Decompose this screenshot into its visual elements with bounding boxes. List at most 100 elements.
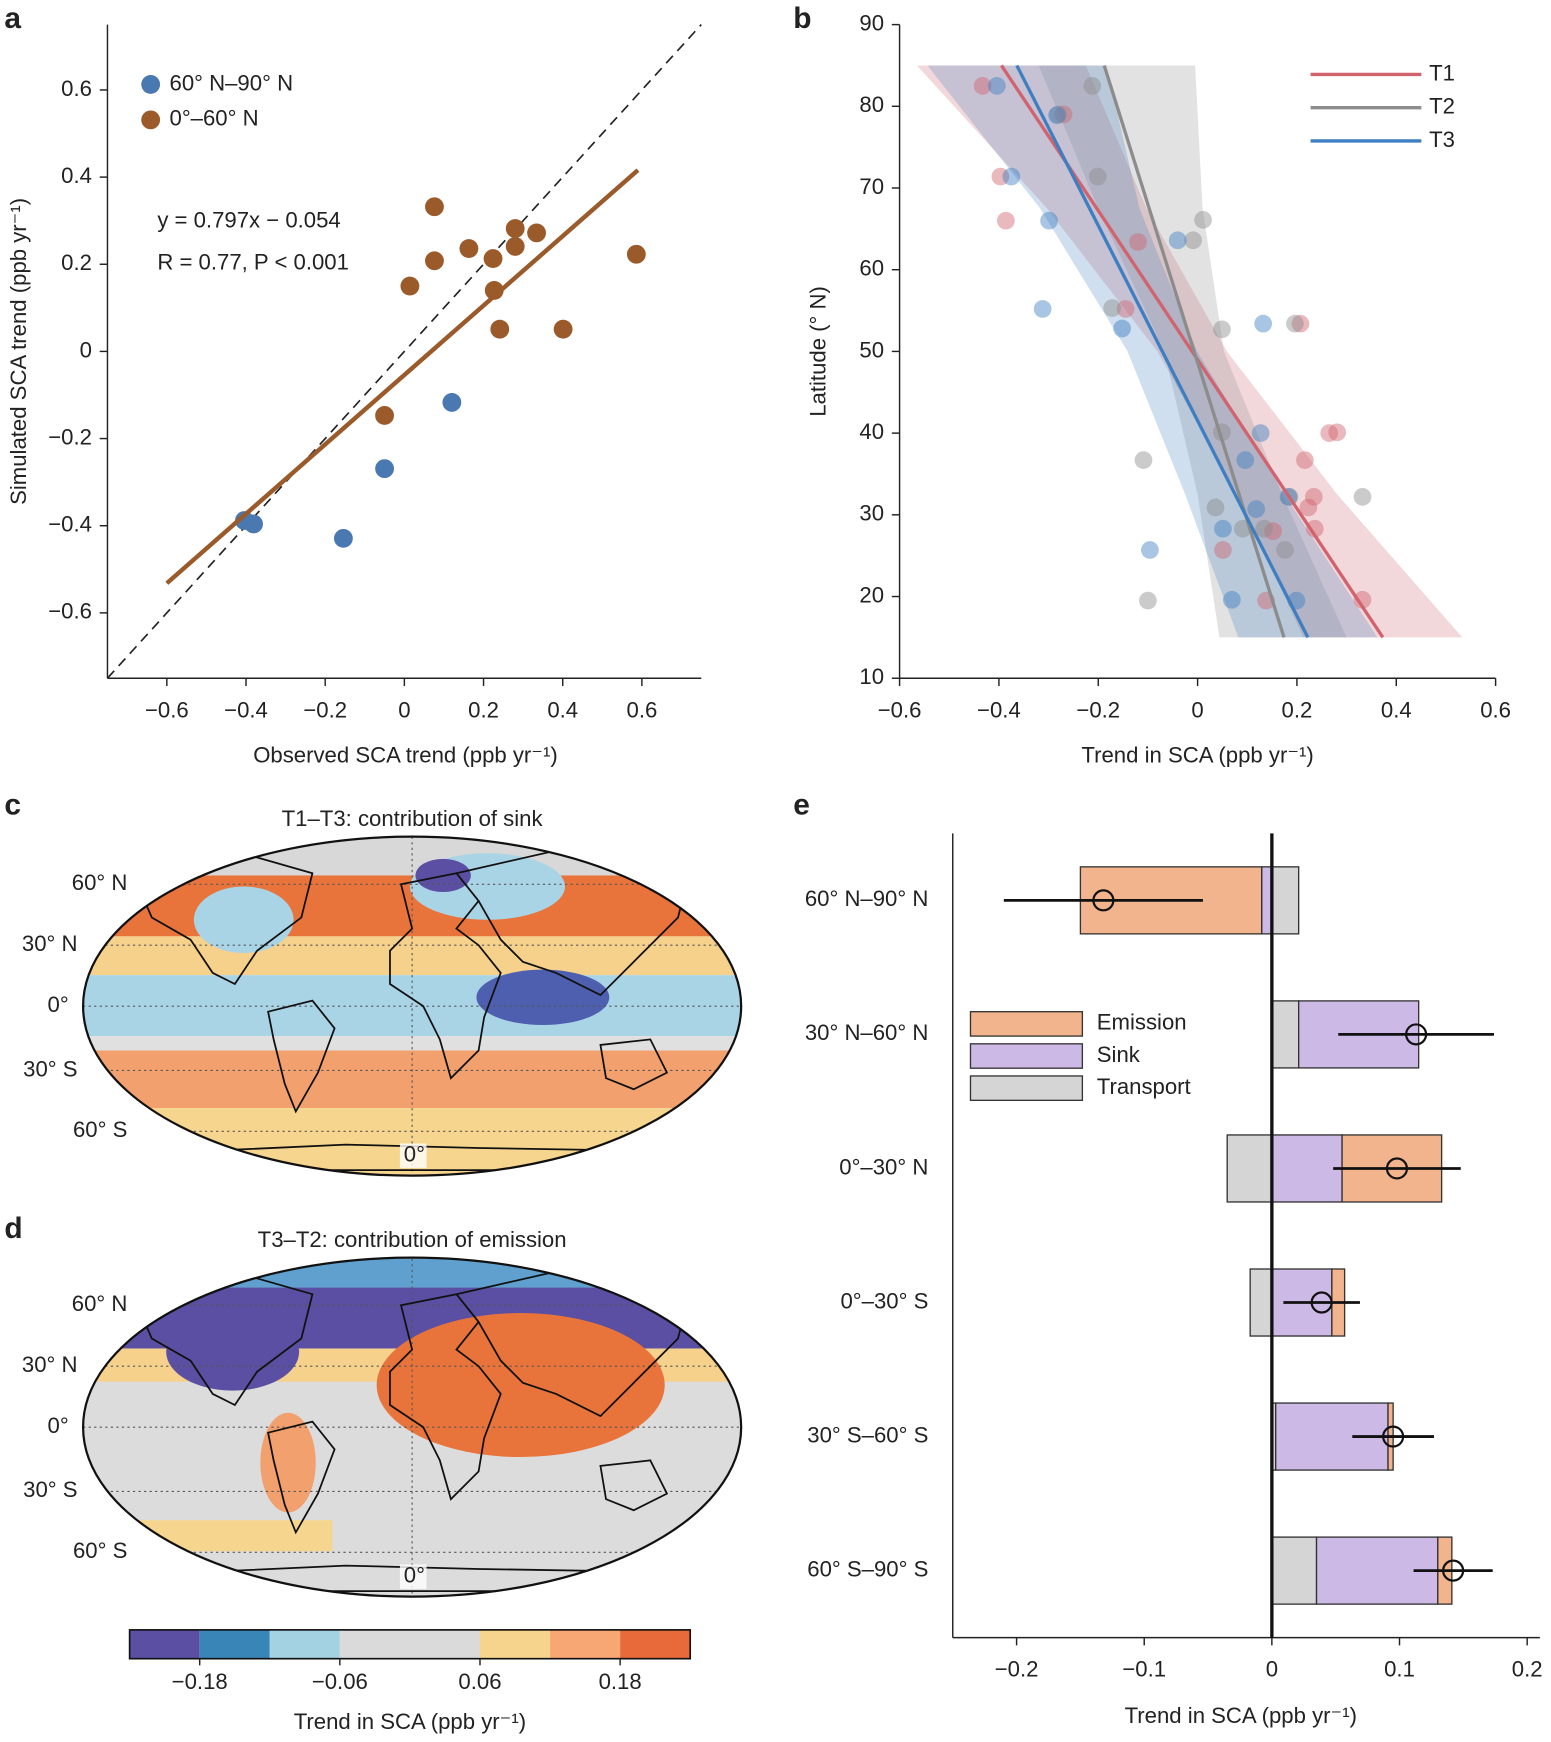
- y-tick-label: 20: [859, 582, 884, 607]
- map-c-outline: [81, 835, 743, 1177]
- y-tick-label: −0.4: [48, 512, 92, 537]
- point: [1353, 590, 1372, 609]
- latitude-label: 0°: [48, 1413, 69, 1438]
- map-d-field: [83, 1258, 742, 1597]
- point: [244, 514, 263, 534]
- point: [1291, 314, 1310, 333]
- x-axis-label: Trend in SCA (ppb yr⁻¹): [1081, 743, 1313, 768]
- point: [505, 219, 525, 238]
- panel-letter: b: [793, 2, 811, 35]
- net-marker: [1385, 1157, 1409, 1180]
- colorbar-segment: [479, 1629, 551, 1659]
- y-axis-label: Simulated SCA trend (ppb yr⁻¹): [6, 198, 31, 505]
- colorbar-segment: [129, 1629, 200, 1659]
- y-tick-label: 30: [859, 501, 884, 526]
- point: [1103, 299, 1122, 317]
- x-tick-label: −0.2: [995, 1657, 1039, 1682]
- panel-letter: e: [793, 789, 810, 822]
- point: [1328, 423, 1347, 442]
- y-tick-label: 60: [859, 256, 884, 281]
- x-tick-label: 0: [1266, 1657, 1278, 1682]
- x-tick-label: −0.4: [977, 697, 1021, 722]
- map-title: T3–T2: contribution of emission: [258, 1227, 567, 1252]
- point: [484, 280, 504, 300]
- point: [1194, 211, 1212, 229]
- point: [1083, 77, 1102, 95]
- latitude-label: 30° S: [23, 1477, 77, 1502]
- point: [1320, 424, 1339, 442]
- point: [1033, 300, 1052, 318]
- y-tick-label: 10: [859, 664, 884, 689]
- point: [375, 406, 394, 425]
- bar-segment: [1271, 1134, 1343, 1203]
- y-tick-label: 0°–30° S: [840, 1288, 928, 1313]
- longitude-label: 0°: [404, 1563, 425, 1588]
- latitude-label: 60° S: [73, 1538, 127, 1563]
- bar-segment: [1271, 1536, 1318, 1605]
- fit-line: [165, 168, 640, 585]
- legend-label: T1: [1429, 60, 1455, 85]
- point: [1116, 300, 1135, 318]
- point: [1141, 541, 1159, 559]
- point: [1040, 211, 1058, 230]
- panel-letter: c: [4, 789, 21, 822]
- point: [988, 77, 1006, 95]
- bar-segment: [1226, 1134, 1273, 1203]
- point: [1264, 522, 1282, 541]
- latitude-label: 60° N: [72, 870, 128, 895]
- latitude-label: 60° S: [73, 1117, 127, 1142]
- latitude-label: 60° N: [72, 1291, 128, 1316]
- x-tick-label: 0.2: [1282, 697, 1313, 722]
- colorbar-tick-label: −0.18: [172, 1669, 228, 1694]
- y-tick-label: −0.2: [48, 424, 92, 449]
- x-tick-label: 0.4: [547, 697, 578, 722]
- x-tick-label: −0.6: [878, 697, 922, 722]
- legend-label: Sink: [1097, 1042, 1141, 1067]
- point: [973, 77, 992, 95]
- x-tick-label: 0.4: [1381, 697, 1412, 722]
- longitude-label-bg: [399, 1564, 427, 1589]
- point: [991, 167, 1010, 186]
- point: [1305, 519, 1324, 538]
- point: [442, 392, 462, 412]
- y-tick-label: 40: [859, 419, 884, 444]
- x-axis-label: Observed SCA trend (ppb yr⁻¹): [253, 743, 558, 768]
- point: [997, 211, 1015, 230]
- point: [1254, 314, 1273, 333]
- point: [1206, 498, 1225, 517]
- point: [483, 249, 503, 269]
- x-tick-label: −0.6: [145, 697, 189, 722]
- latitude-label: 0°: [48, 992, 69, 1017]
- x-tick-label: 0: [1191, 697, 1203, 722]
- y-tick-label: 60° N–90° N: [805, 886, 929, 911]
- legend-label: T2: [1429, 94, 1455, 119]
- point: [626, 244, 646, 264]
- colorbar-label: Trend in SCA (ppb yr⁻¹): [294, 1709, 526, 1734]
- panel-letter: a: [4, 2, 21, 35]
- x-tick-label: 0.1: [1384, 1657, 1415, 1682]
- confidence-band: [916, 65, 1463, 638]
- map-d-outline: [81, 1256, 743, 1598]
- colorbar-tick-label: 0.06: [458, 1669, 501, 1694]
- point: [1247, 500, 1266, 518]
- y-tick-label: 90: [859, 10, 884, 35]
- latitude-label: 30° S: [23, 1056, 77, 1081]
- annotation: y = 0.797x − 0.054: [157, 208, 340, 233]
- point: [1296, 451, 1314, 469]
- point: [1002, 167, 1021, 186]
- point: [1304, 487, 1323, 506]
- x-tick-label: 0.2: [468, 697, 499, 722]
- y-tick-label: −0.6: [48, 599, 92, 624]
- point: [333, 528, 353, 548]
- colorbar-segment: [339, 1629, 480, 1659]
- point: [425, 197, 444, 217]
- net-marker: [1310, 1291, 1333, 1314]
- point: [1251, 424, 1270, 442]
- latitude-label: 30° N: [22, 931, 78, 956]
- x-tick-label: −0.2: [1076, 697, 1120, 722]
- point: [505, 236, 525, 256]
- point: [1113, 319, 1131, 338]
- net-marker: [1092, 889, 1115, 912]
- point: [1054, 105, 1073, 124]
